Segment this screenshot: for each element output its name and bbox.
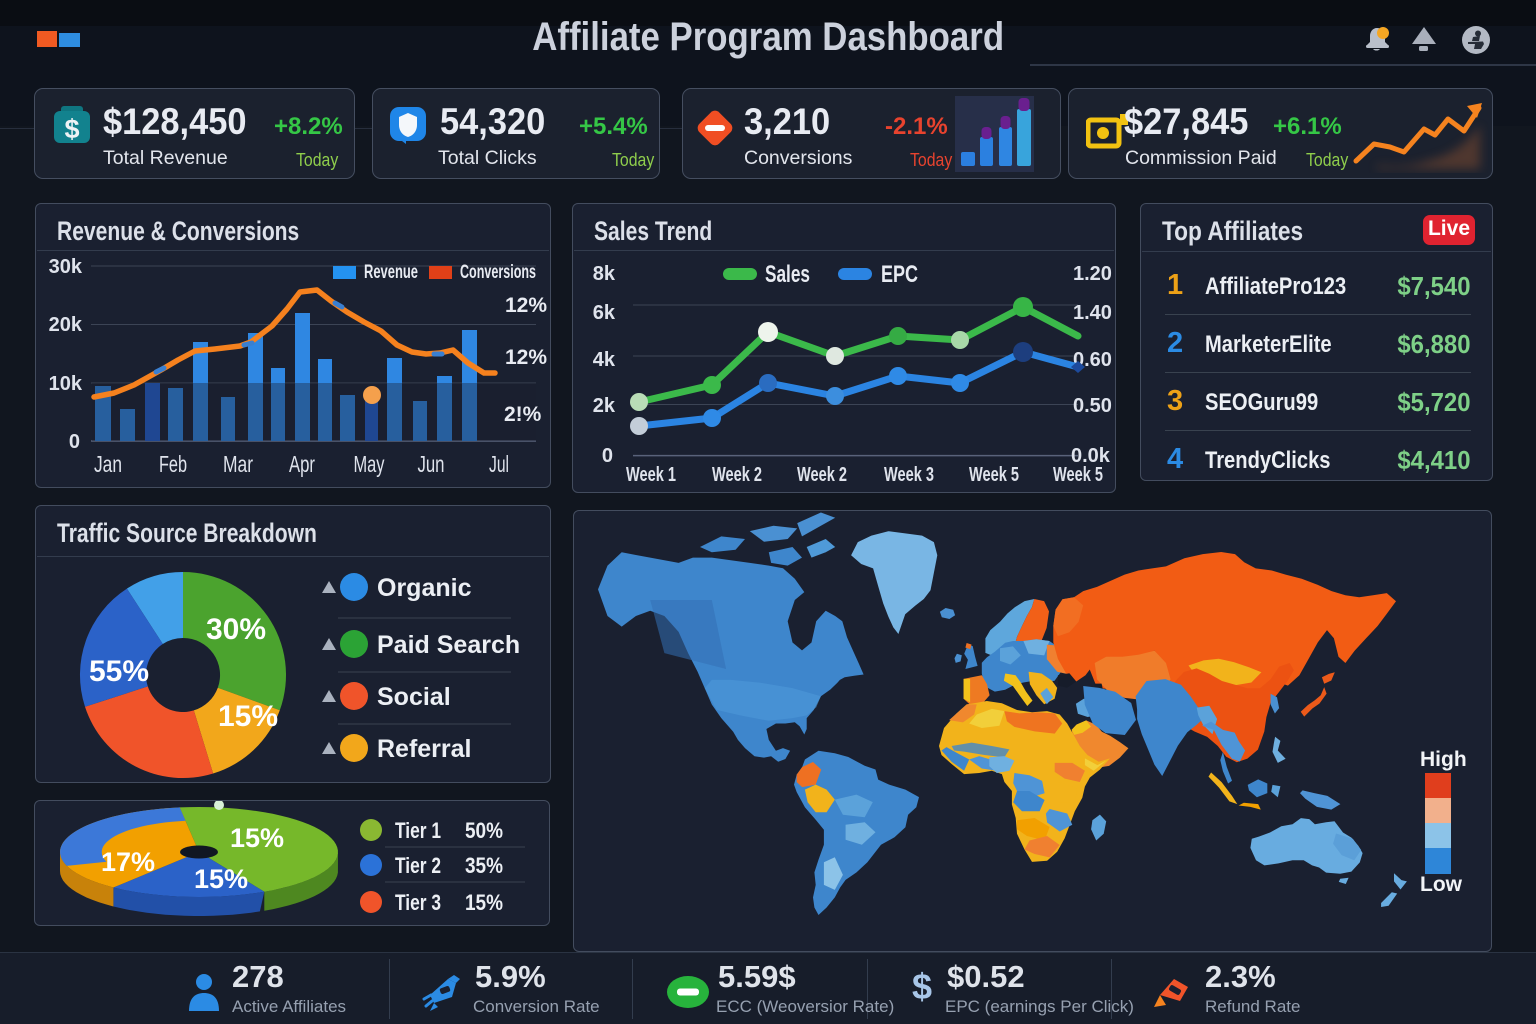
- svg-text:12%: 12%: [505, 294, 547, 317]
- svg-text:Week 5: Week 5: [969, 464, 1019, 486]
- svg-text:15%: 15%: [465, 890, 503, 915]
- svg-text:8k: 8k: [593, 263, 616, 285]
- svg-text:30%: 30%: [206, 613, 266, 646]
- svg-text:Revenue: Revenue: [364, 262, 418, 283]
- svg-text:4k: 4k: [593, 349, 616, 371]
- svg-text:Paid Search: Paid Search: [377, 631, 520, 659]
- svg-text:Social: Social: [377, 683, 451, 711]
- svg-text:Tier 3: Tier 3: [395, 890, 441, 915]
- svg-text:55%: 55%: [89, 655, 149, 688]
- svg-text:12%: 12%: [505, 346, 547, 369]
- svg-text:Jul: Jul: [489, 451, 509, 477]
- svg-text:17%: 17%: [101, 847, 155, 877]
- svg-text:20k: 20k: [49, 314, 83, 336]
- svg-text:15%: 15%: [218, 700, 278, 733]
- svg-text:Tier 1: Tier 1: [395, 818, 441, 843]
- svg-text:Sales: Sales: [765, 261, 810, 288]
- svg-text:15%: 15%: [230, 823, 284, 853]
- svg-text:2k: 2k: [593, 395, 616, 417]
- svg-text:$: $: [64, 114, 79, 144]
- svg-text:0: 0: [602, 445, 613, 467]
- svg-text:Week 3: Week 3: [884, 464, 934, 486]
- svg-text:35%: 35%: [465, 853, 503, 878]
- svg-text:1.20: 1.20: [1073, 263, 1112, 285]
- svg-text:Referral: Referral: [377, 735, 472, 763]
- svg-text:Week 1: Week 1: [626, 464, 676, 486]
- svg-text:May: May: [354, 451, 385, 477]
- svg-text:Jan: Jan: [94, 451, 122, 477]
- svg-text:50%: 50%: [465, 818, 503, 843]
- svg-text:0.0k: 0.0k: [1071, 445, 1111, 467]
- svg-text:Week 2: Week 2: [712, 464, 762, 486]
- svg-text:Week 2: Week 2: [797, 464, 847, 486]
- svg-text:Feb: Feb: [159, 451, 187, 477]
- svg-text:1.40: 1.40: [1073, 302, 1112, 324]
- svg-text:Jun: Jun: [418, 451, 445, 477]
- svg-text:Tier 2: Tier 2: [395, 853, 441, 878]
- svg-text:EPC: EPC: [881, 261, 918, 288]
- svg-text:15%: 15%: [194, 864, 248, 894]
- svg-text:Mar: Mar: [223, 451, 253, 477]
- svg-text:Organic: Organic: [377, 574, 472, 602]
- svg-text:Conversions: Conversions: [460, 262, 536, 283]
- svg-text:2!%: 2!%: [504, 403, 542, 426]
- svg-text:6k: 6k: [593, 302, 616, 324]
- svg-text:Apr: Apr: [289, 451, 315, 477]
- svg-text:0.50: 0.50: [1073, 395, 1112, 417]
- svg-text:10k: 10k: [49, 373, 83, 395]
- svg-text:30k: 30k: [49, 256, 83, 278]
- svg-text:0: 0: [69, 431, 80, 453]
- svg-text:Week 5: Week 5: [1053, 464, 1103, 486]
